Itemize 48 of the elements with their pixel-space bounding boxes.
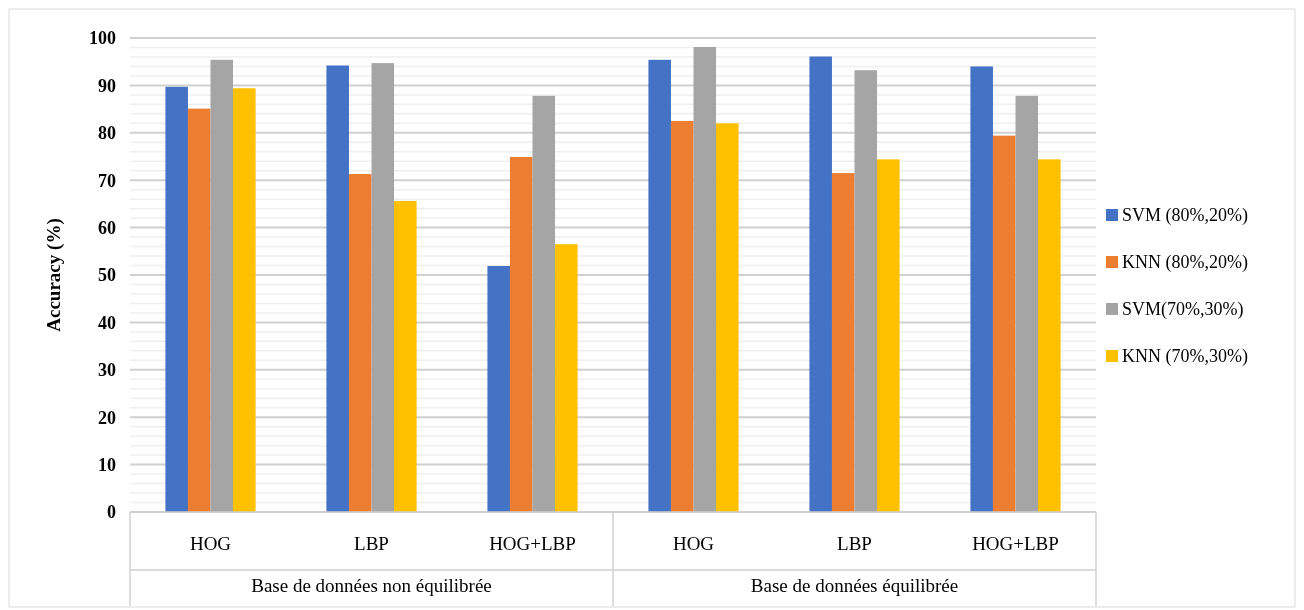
bar [187, 108, 211, 512]
y-tick-label: 40 [98, 312, 116, 333]
bar [970, 66, 993, 512]
y-tick-label: 70 [98, 170, 116, 191]
x-tick-label: HOG+LBP [489, 533, 576, 554]
text: Base de données non équilibrée [251, 575, 492, 596]
legend-label: SVM (80%,20%) [1122, 205, 1248, 227]
y-tick-label: 90 [98, 75, 116, 96]
x-tick-label: LBP [354, 533, 389, 554]
bar [1038, 159, 1061, 512]
y-tick-label: 50 [98, 265, 116, 286]
x-tick-label: HOG [189, 533, 232, 554]
bar [509, 156, 533, 512]
bar [165, 86, 188, 512]
bar [854, 70, 878, 512]
bar [371, 63, 395, 512]
legend-label: SVM(70%,30%) [1122, 299, 1244, 321]
bar [233, 88, 256, 512]
y-axis-title: Accuracy (%) [43, 218, 65, 332]
bar [326, 65, 349, 512]
y-tick-label: 20 [98, 407, 116, 428]
y-tick-label: 60 [98, 217, 116, 238]
y-tick-label: 100 [89, 28, 116, 49]
x-tick-label: HOG [672, 533, 715, 554]
y-tick-label: 0 [107, 502, 116, 523]
bar [693, 47, 717, 512]
bar [670, 120, 694, 512]
legend-label: KNN (70%,30%) [1122, 346, 1248, 368]
bar [394, 201, 417, 512]
bar [809, 56, 832, 512]
y-tick-label: 80 [98, 123, 116, 144]
bar [555, 244, 578, 512]
bar [992, 135, 1016, 512]
x-tick-label: LBP [837, 533, 872, 554]
bar [648, 59, 671, 512]
bar [716, 123, 739, 512]
legend-label: KNN (80%,20%) [1122, 252, 1248, 274]
bar [348, 174, 372, 512]
bar [877, 159, 900, 512]
bar [831, 173, 855, 512]
y-tick-label: 30 [98, 360, 116, 381]
x-tick-label: HOG+LBP [972, 533, 1059, 554]
bar [210, 59, 234, 512]
bar [487, 265, 510, 512]
bar [532, 95, 556, 512]
text: Base de données équilibrée [750, 575, 959, 596]
y-tick-label: 10 [98, 454, 116, 475]
bar [1015, 95, 1039, 512]
